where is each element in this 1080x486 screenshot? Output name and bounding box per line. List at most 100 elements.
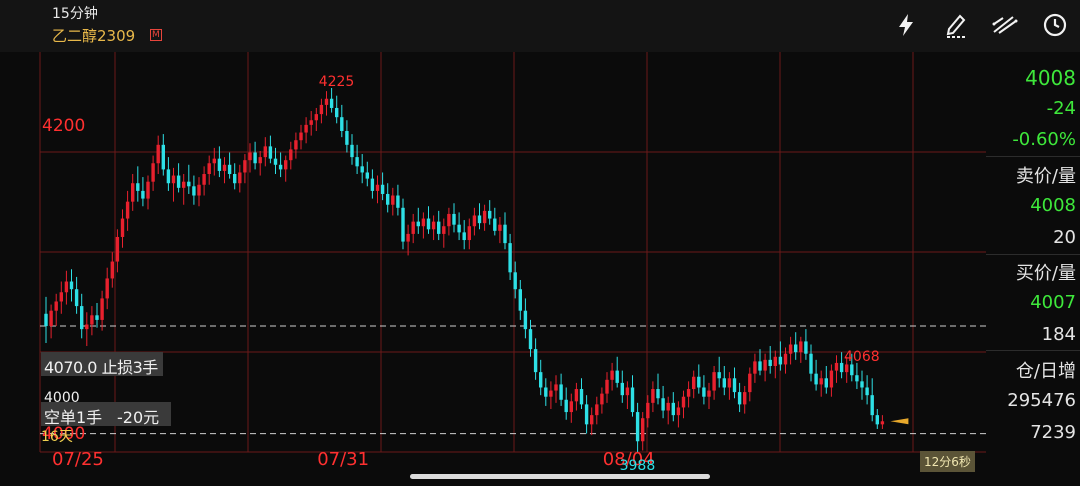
candle-up — [482, 204, 487, 231]
candle-up — [309, 111, 313, 136]
candlestick-chart[interactable] — [0, 52, 986, 486]
candle-up — [304, 117, 308, 144]
candle-down — [329, 88, 334, 113]
candle-body — [523, 310, 528, 330]
candle-body — [554, 384, 558, 391]
high-price-label: 4068 — [844, 348, 880, 365]
candle-body — [100, 298, 104, 320]
candle-down — [355, 144, 359, 175]
candle-down — [620, 370, 624, 403]
candle-body — [391, 195, 395, 205]
candle-body — [69, 281, 74, 290]
candle-down — [80, 293, 84, 339]
candle-body — [197, 184, 201, 196]
stop-loss-order-label[interactable]: 4070.0 止损3手 — [41, 352, 163, 377]
daily-increase: 7239 — [1030, 422, 1076, 443]
candle-body — [707, 390, 711, 397]
trend-lines-icon[interactable] — [990, 10, 1020, 40]
x-axis-label: 08/04 — [602, 449, 655, 470]
panel-divider — [986, 350, 1080, 351]
candle-body — [263, 146, 267, 158]
candle-body — [569, 401, 573, 413]
position-type: 空单1手 — [44, 408, 103, 427]
candle-body — [146, 181, 150, 199]
candle-body — [141, 190, 145, 199]
candle-up — [197, 177, 201, 207]
candle-up — [238, 164, 242, 193]
candle-body — [457, 224, 461, 233]
candle-down — [268, 135, 273, 164]
candle-down — [401, 198, 405, 250]
candle-body — [753, 361, 757, 374]
high-price-label: 4225 — [318, 73, 355, 90]
candle-body — [120, 218, 125, 237]
candle-up — [467, 218, 471, 250]
candle-up — [472, 207, 477, 236]
candle-up — [151, 155, 155, 191]
candle-up — [447, 207, 451, 236]
candle-up — [131, 174, 135, 211]
candle-down — [717, 356, 721, 388]
candle-down — [488, 200, 492, 225]
candle-up — [243, 154, 247, 184]
period-label[interactable]: 15分钟 — [52, 6, 98, 22]
candle-down — [875, 408, 879, 429]
candle-body — [340, 117, 344, 132]
lightning-icon[interactable] — [891, 10, 921, 40]
candle-body — [646, 402, 650, 419]
candle-down — [671, 392, 675, 422]
candle-down — [386, 183, 390, 213]
candle-up — [753, 353, 757, 383]
candle-body — [105, 278, 109, 299]
candle-body — [605, 379, 609, 394]
candle-body — [773, 356, 777, 366]
candle-body — [600, 393, 604, 405]
candle-up — [788, 336, 793, 365]
candle-up — [212, 147, 216, 176]
clock-icon[interactable] — [1040, 10, 1070, 40]
last-price-marker — [890, 418, 909, 425]
candle-body — [549, 390, 553, 397]
chart-header: 15分钟 乙二醇2309 M — [0, 0, 1080, 52]
candle-up — [105, 267, 109, 310]
candle-body — [319, 104, 324, 115]
low-price-label: 3988 — [619, 458, 656, 474]
y-axis-label: 4000 — [42, 423, 86, 444]
candle-body — [839, 362, 844, 373]
candle-body — [702, 387, 706, 397]
price-change-percent: -0.60% — [1012, 129, 1076, 150]
candle-body — [447, 213, 451, 227]
candle-body — [778, 356, 783, 365]
candle-down — [528, 319, 533, 357]
candle-body — [238, 172, 242, 184]
candle-down — [508, 233, 512, 280]
candle-body — [493, 218, 497, 231]
home-indicator[interactable] — [410, 474, 710, 479]
candle-up — [64, 270, 69, 305]
candle-body — [375, 184, 380, 191]
symbol-name[interactable]: 乙二醇2309 — [52, 27, 136, 45]
candle-down — [365, 161, 369, 187]
candle-body — [416, 221, 420, 227]
position-label[interactable]: 4000 空单1手 -20元 — [41, 390, 171, 427]
draw-pen-icon[interactable] — [942, 10, 972, 40]
candle-body — [472, 215, 477, 227]
price-change: -24 — [1046, 98, 1076, 119]
candle-up — [222, 157, 227, 184]
candle-down — [176, 163, 181, 193]
candle-body — [248, 152, 252, 161]
candle-body — [539, 372, 543, 388]
candle-body — [386, 193, 390, 205]
candle-down — [217, 146, 222, 178]
candle-body — [44, 313, 48, 327]
candle-up — [258, 150, 262, 176]
candle-body — [467, 226, 471, 241]
candle-body — [579, 389, 584, 405]
candle-body — [350, 144, 354, 158]
candle-down — [579, 378, 584, 409]
candle-body — [860, 381, 864, 388]
candle-up — [595, 396, 599, 425]
candle-down — [187, 164, 191, 194]
candle-down — [370, 169, 375, 199]
ask-label: 卖价/量 — [1015, 166, 1076, 187]
